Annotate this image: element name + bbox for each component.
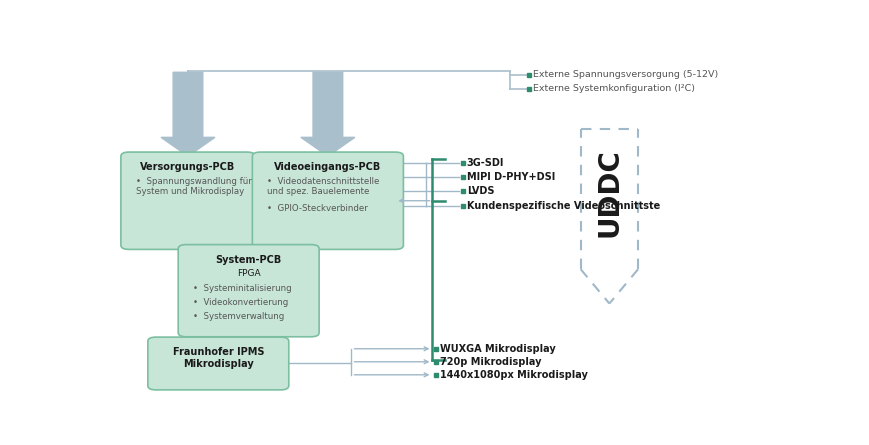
- FancyBboxPatch shape: [252, 152, 403, 249]
- Text: LVDS: LVDS: [467, 186, 494, 197]
- Text: •  Videokonvertierung: • Videokonvertierung: [193, 298, 288, 307]
- FancyArrow shape: [161, 245, 215, 248]
- Text: Versorgungs-PCB: Versorgungs-PCB: [140, 162, 235, 172]
- Text: •  Spannungswandlung für
System und Mikrodisplay: • Spannungswandlung für System und Mikro…: [136, 177, 251, 196]
- FancyArrow shape: [161, 246, 215, 249]
- FancyArrow shape: [301, 246, 355, 249]
- Text: MIPI D-PHY+DSI: MIPI D-PHY+DSI: [467, 173, 554, 182]
- Text: FPGA: FPGA: [236, 269, 260, 278]
- Text: Videoeingangs-PCB: Videoeingangs-PCB: [274, 162, 381, 172]
- Text: •  Videodatenschnittstelle
und spez. Bauelemente: • Videodatenschnittstelle und spez. Baue…: [267, 177, 379, 196]
- Text: •  GPIO-Steckverbinder: • GPIO-Steckverbinder: [267, 204, 368, 213]
- FancyArrow shape: [161, 72, 215, 156]
- Text: Fraunhofer IPMS
Mikrodisplay: Fraunhofer IPMS Mikrodisplay: [172, 348, 264, 369]
- FancyArrow shape: [222, 333, 275, 341]
- Text: 3G-SDI: 3G-SDI: [467, 158, 503, 168]
- Text: •  Systeminitalisierung: • Systeminitalisierung: [193, 283, 291, 293]
- Text: System-PCB: System-PCB: [216, 255, 282, 265]
- Text: Externe Spannungsversorgung (5-12V): Externe Spannungsversorgung (5-12V): [532, 70, 717, 79]
- Text: WUXGA Mikrodisplay: WUXGA Mikrodisplay: [440, 344, 555, 354]
- Text: 720p Mikrodisplay: 720p Mikrodisplay: [440, 357, 541, 367]
- Text: •  Systemverwaltung: • Systemverwaltung: [193, 312, 284, 321]
- FancyBboxPatch shape: [148, 337, 289, 390]
- FancyArrow shape: [222, 333, 275, 341]
- FancyArrow shape: [301, 245, 355, 248]
- FancyBboxPatch shape: [121, 152, 255, 249]
- FancyBboxPatch shape: [178, 245, 319, 337]
- FancyArrow shape: [301, 72, 355, 156]
- Text: Externe Systemkonfiguration (I²C): Externe Systemkonfiguration (I²C): [532, 84, 694, 93]
- Text: UDDC: UDDC: [594, 148, 623, 237]
- Text: 1440x1080px Mikrodisplay: 1440x1080px Mikrodisplay: [440, 370, 587, 380]
- Text: Kundenspezifische Videoschnittste: Kundenspezifische Videoschnittste: [467, 201, 660, 210]
